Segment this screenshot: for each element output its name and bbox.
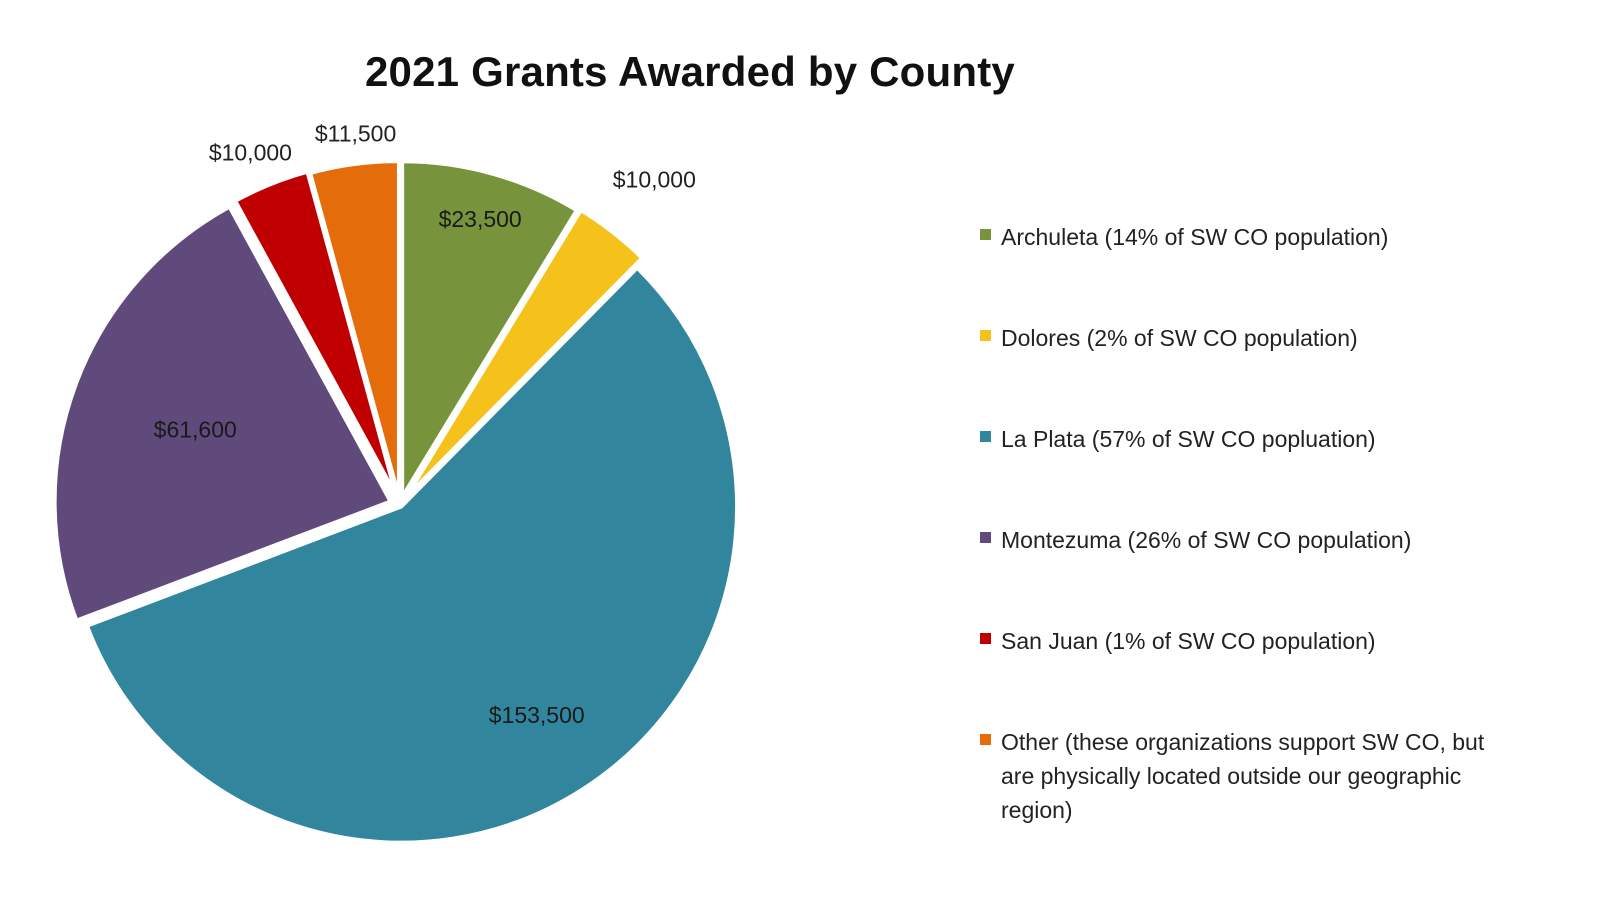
legend-swatch bbox=[980, 330, 991, 341]
slice-label-1: $10,000 bbox=[613, 166, 696, 192]
pie-slice-2 bbox=[84, 264, 740, 845]
legend-swatch bbox=[980, 229, 991, 240]
legend-item: Archuleta (14% of SW CO population) bbox=[980, 220, 1511, 254]
pie-slice-3 bbox=[52, 203, 394, 624]
legend-item: Dolores (2% of SW CO population) bbox=[980, 321, 1511, 355]
legend-label: Montezuma (26% of SW CO population) bbox=[1001, 527, 1412, 553]
legend-swatch bbox=[980, 532, 991, 543]
slice-label-2: $153,500 bbox=[489, 702, 585, 728]
slice-label-4: $10,000 bbox=[209, 139, 292, 165]
legend-item: Montezuma (26% of SW CO population) bbox=[980, 523, 1511, 557]
chart-title: 2021 Grants Awarded by County bbox=[365, 48, 1015, 95]
legend-item: Other (these organizations support SW CO… bbox=[980, 725, 1511, 827]
slice-label-0: $23,500 bbox=[439, 206, 522, 232]
legend-label: La Plata (57% of SW CO popluation) bbox=[1001, 426, 1376, 452]
legend-swatch bbox=[980, 633, 991, 644]
pie-slice-5 bbox=[307, 159, 401, 498]
legend-label: Other (these organizations support SW CO… bbox=[1001, 729, 1485, 823]
legend-label: Archuleta (14% of SW CO population) bbox=[1001, 224, 1389, 250]
legend-item: San Juan (1% of SW CO population) bbox=[980, 624, 1511, 658]
legend-item: La Plata (57% of SW CO popluation) bbox=[980, 422, 1511, 456]
legend-swatch bbox=[980, 734, 991, 745]
pie-slice-4 bbox=[232, 169, 399, 497]
pie-chart: $23,500 $10,000 $153,500 $61,600 $10,000 $11,… bbox=[52, 120, 740, 845]
legend-swatch bbox=[980, 431, 991, 442]
pie-slice-0 bbox=[400, 159, 580, 505]
slice-label-3: $61,600 bbox=[154, 416, 237, 442]
slice-label-5: $11,500 bbox=[315, 120, 396, 146]
legend-label: Dolores (2% of SW CO population) bbox=[1001, 325, 1358, 351]
legend-label: San Juan (1% of SW CO population) bbox=[1001, 628, 1376, 654]
pie-slice-1 bbox=[404, 207, 646, 499]
